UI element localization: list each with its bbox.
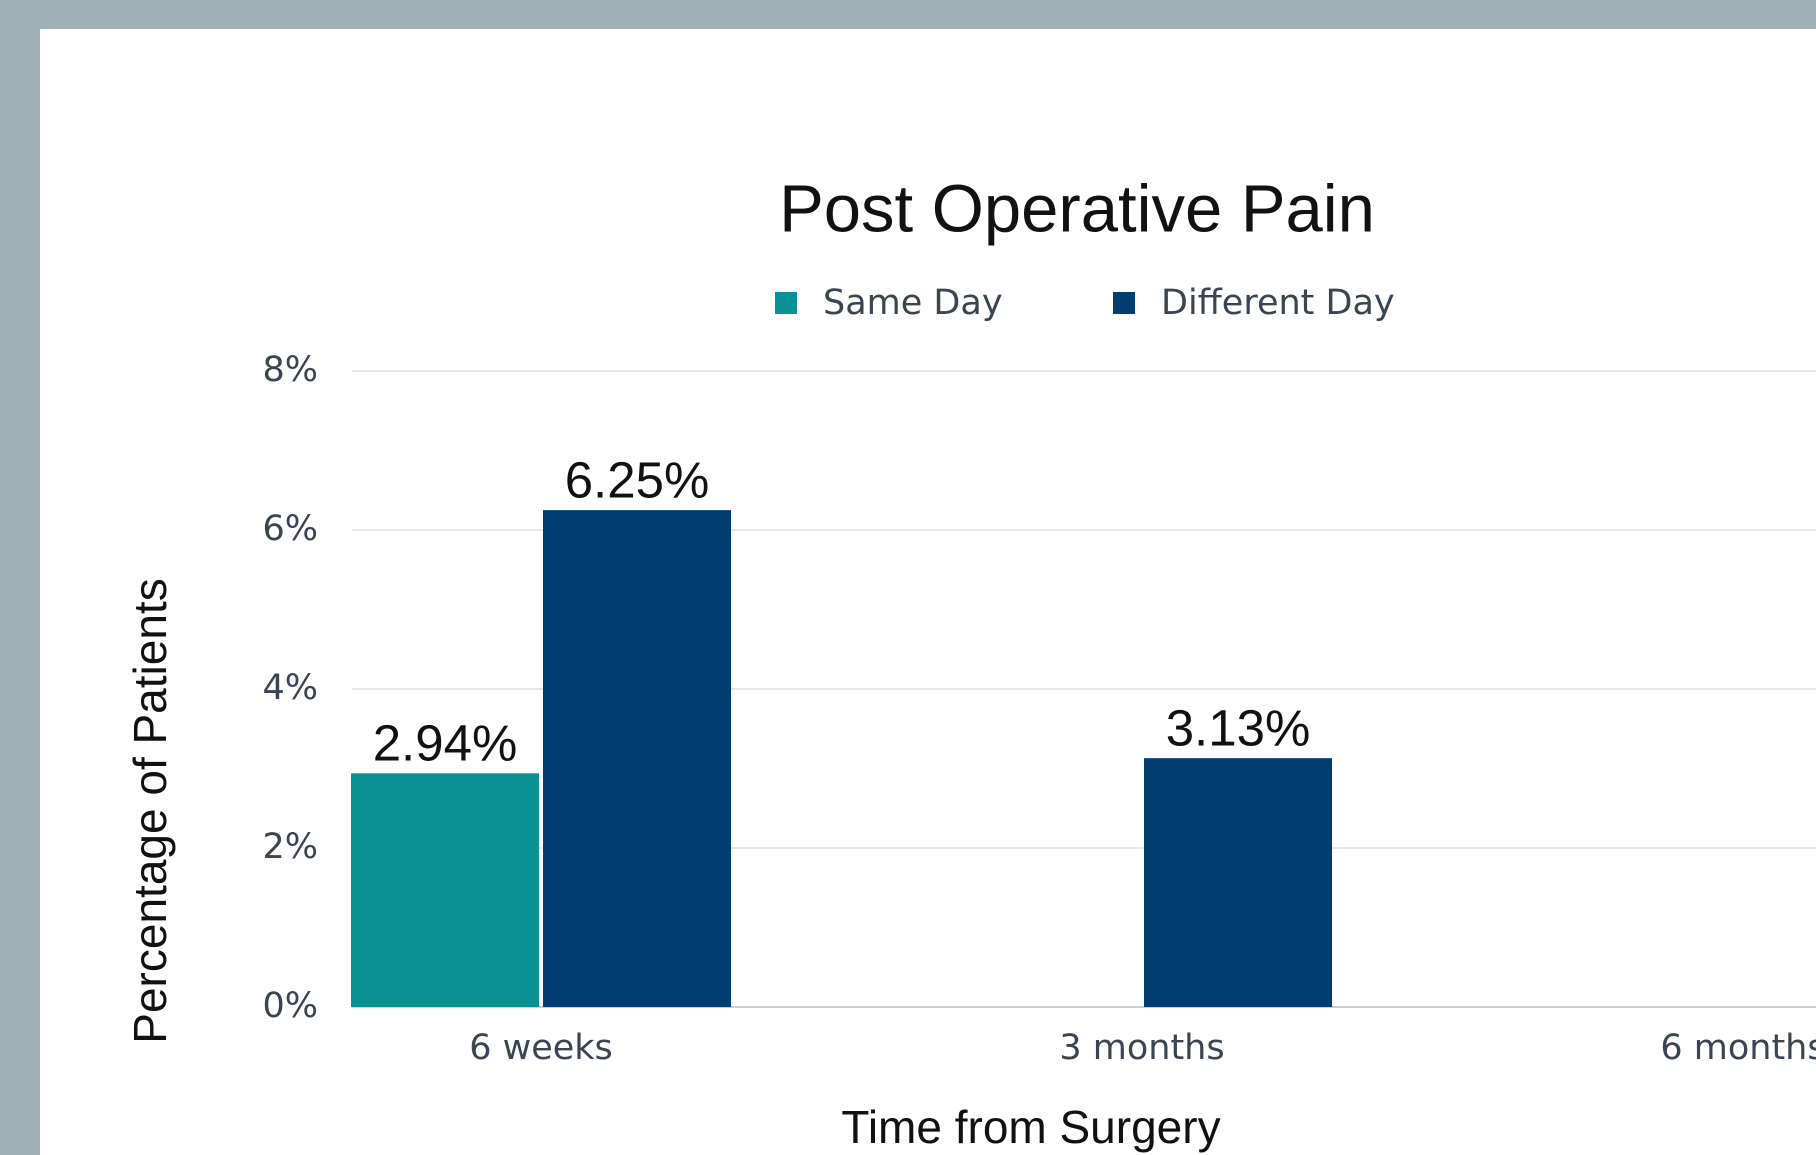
- y-tick-label: 8%: [262, 350, 318, 390]
- panel: [40, 29, 1816, 1155]
- legend-label: Same Day: [823, 283, 1003, 323]
- y-tick-label: 0%: [262, 986, 318, 1026]
- bar: [351, 773, 539, 1007]
- legend-swatch: [775, 292, 797, 314]
- legend-label: Different Day: [1161, 283, 1395, 323]
- y-tick-label: 2%: [262, 827, 318, 867]
- chart-title: Post Operative Pain: [779, 172, 1375, 247]
- y-axis-title: Percentage of Patients: [124, 578, 176, 1043]
- bar: [1144, 758, 1332, 1007]
- y-tick-label: 4%: [262, 668, 318, 708]
- y-tick-label: 6%: [262, 509, 318, 549]
- value-label: 2.94%: [373, 715, 518, 772]
- x-axis-title: Time from Surgery: [841, 1101, 1220, 1153]
- x-tick-label: 6 weeks: [469, 1028, 613, 1068]
- x-tick-label: 3 months: [1059, 1028, 1224, 1068]
- x-tick-label: 6 months: [1660, 1028, 1816, 1068]
- value-label: 6.25%: [565, 452, 710, 509]
- legend-swatch: [1113, 292, 1135, 314]
- value-label: 3.13%: [1166, 700, 1311, 757]
- bar: [543, 510, 731, 1007]
